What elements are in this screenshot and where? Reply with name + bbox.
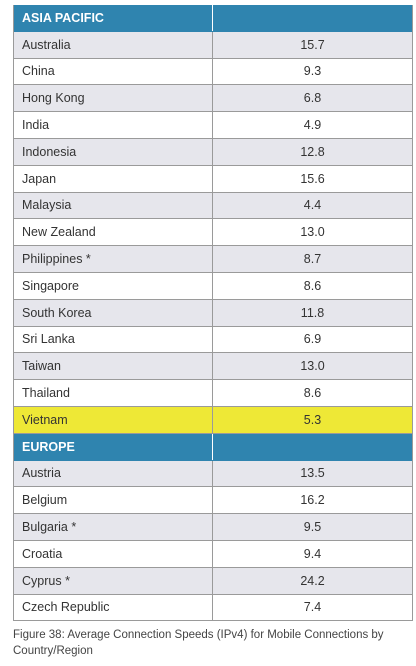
speed-value-cell: 8.7 — [303, 252, 322, 267]
country-cell: Taiwan — [14, 353, 213, 380]
speed-value-cell: 6.8 — [303, 91, 322, 106]
speed-value-cell: 9.3 — [303, 64, 322, 79]
table-row: India 4.9 — [14, 112, 412, 139]
speed-value-cell: 4.9 — [303, 118, 322, 133]
country-cell: South Korea — [14, 299, 213, 326]
country-cell: Indonesia — [14, 138, 213, 165]
table-row: Bulgaria * 9.5 — [14, 514, 412, 541]
table-row: Philippines * 8.7 — [14, 246, 412, 273]
country-cell: Hong Kong — [14, 85, 213, 112]
connection-speeds-table: ASIA PACIFIC Australia 15.7 China 9.3 Hong Ko… — [13, 5, 413, 622]
country-cell: Australia — [14, 31, 213, 58]
country-cell: China — [14, 58, 213, 85]
table-row: Belgium 16.2 — [14, 487, 412, 515]
section-value-cell — [213, 434, 412, 460]
speed-value-cell: 9.4 — [303, 546, 322, 561]
table-row: Vietnam 5.3 — [14, 406, 412, 434]
country-cell: Philippines * — [14, 246, 213, 272]
table-row: Croatia 9.4 — [14, 540, 412, 568]
table-row: Taiwan 13.0 — [14, 353, 412, 381]
speed-value-cell: 15.6 — [300, 171, 325, 186]
country-cell: Belgium — [14, 487, 213, 514]
speed-value-cell: 7.4 — [303, 600, 322, 615]
country-cell: Thailand — [14, 380, 213, 406]
speed-value-cell: 5.3 — [303, 412, 322, 427]
country-cell: Czech Republic — [14, 594, 213, 621]
country-cell: Singapore — [14, 272, 213, 299]
table-row: Austria 13.5 — [14, 460, 412, 488]
table-row: Japan 15.6 — [14, 165, 412, 193]
table-row: Indonesia 12.8 — [14, 138, 412, 166]
section-title: ASIA PACIFIC — [14, 5, 213, 31]
section-header: ASIA PACIFIC — [14, 5, 412, 32]
country-cell: Vietnam — [14, 406, 213, 433]
table-row: China 9.3 — [14, 58, 412, 86]
country-cell: Japan — [14, 165, 213, 192]
table-row: Malaysia 4.4 — [14, 192, 412, 220]
table-row: Sri Lanka 6.9 — [14, 326, 412, 354]
speed-value-cell: 8.6 — [303, 386, 322, 401]
country-cell: Croatia — [14, 540, 213, 567]
table-row: Singapore 8.6 — [14, 272, 412, 300]
table-row: Thailand 8.6 — [14, 380, 412, 407]
table-row: South Korea 11.8 — [14, 299, 412, 327]
section-value-cell — [213, 5, 412, 31]
table-row: Australia 15.7 — [14, 31, 412, 59]
speed-value-cell: 16.2 — [300, 493, 325, 508]
table-row: New Zealand 13.0 — [14, 219, 412, 247]
speed-value-cell: 8.6 — [303, 278, 322, 293]
country-cell: India — [14, 112, 213, 138]
speed-value-cell: 13.0 — [300, 225, 325, 240]
speed-value-cell: 12.8 — [300, 144, 325, 159]
country-cell: Austria — [14, 460, 213, 487]
figure-caption: Figure 38: Average Connection Speeds (IP… — [13, 629, 384, 657]
speed-value-cell: 9.5 — [303, 520, 322, 535]
country-cell: Sri Lanka — [14, 326, 213, 353]
country-cell: Malaysia — [14, 192, 213, 219]
section-title: EUROPE — [14, 433, 213, 460]
speed-value-cell: 11.8 — [300, 305, 325, 320]
speed-value-cell: 24.2 — [300, 573, 325, 588]
country-cell: New Zealand — [14, 219, 213, 246]
speed-value-cell: 13.0 — [300, 359, 325, 374]
table-row: Cyprus * 24.2 — [14, 567, 412, 595]
speed-value-cell: 15.7 — [300, 37, 325, 52]
speed-value-cell: 6.9 — [303, 332, 322, 347]
country-cell: Cyprus * — [14, 567, 213, 594]
table-row: Czech Republic 7.4 — [14, 594, 412, 622]
section-header: EUROPE — [14, 433, 412, 461]
table-row: Hong Kong 6.8 — [14, 85, 412, 113]
speed-value-cell: 4.4 — [303, 198, 322, 213]
country-cell: Bulgaria * — [14, 514, 213, 540]
speed-value-cell: 13.5 — [300, 466, 325, 481]
